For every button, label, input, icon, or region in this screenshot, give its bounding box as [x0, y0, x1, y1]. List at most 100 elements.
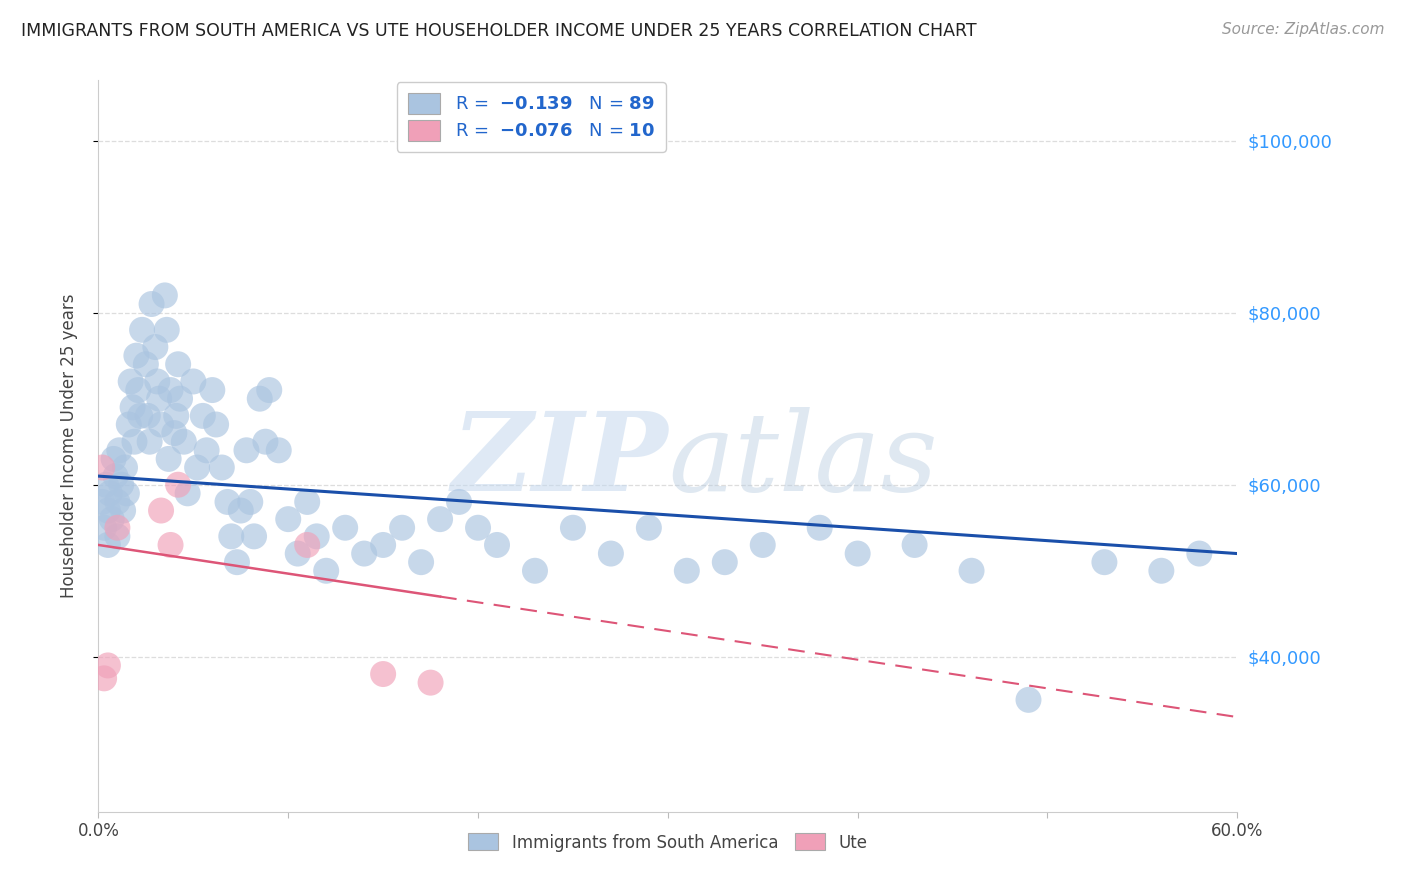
Point	[163, 426, 186, 441]
Point	[97, 503, 120, 517]
Y-axis label: Householder Income Under 25 years: Householder Income Under 25 years	[59, 293, 77, 599]
Point	[110, 477, 132, 491]
Point	[104, 469, 127, 483]
Point	[176, 486, 198, 500]
Point	[1094, 555, 1116, 569]
Point	[904, 538, 927, 552]
Point	[205, 417, 228, 432]
Point	[121, 401, 143, 415]
Text: IMMIGRANTS FROM SOUTH AMERICA VS UTE HOUSEHOLDER INCOME UNDER 25 YEARS CORRELATI: IMMIGRANTS FROM SOUTH AMERICA VS UTE HOU…	[21, 22, 977, 40]
Point	[226, 555, 249, 569]
Point	[173, 434, 195, 449]
Point	[107, 529, 129, 543]
Point	[467, 521, 489, 535]
Point	[153, 288, 176, 302]
Point	[1150, 564, 1173, 578]
Point	[808, 521, 831, 535]
Point	[150, 503, 173, 517]
Point	[846, 547, 869, 561]
Point	[960, 564, 983, 578]
Point	[524, 564, 547, 578]
Point	[150, 417, 173, 432]
Point	[136, 409, 159, 423]
Point	[600, 547, 623, 561]
Point	[145, 340, 167, 354]
Point	[259, 383, 281, 397]
Point	[114, 460, 136, 475]
Point	[169, 392, 191, 406]
Point	[449, 495, 471, 509]
Point	[195, 443, 218, 458]
Point	[167, 357, 190, 371]
Point	[297, 538, 319, 552]
Point	[221, 529, 243, 543]
Point	[562, 521, 585, 535]
Point	[159, 538, 181, 552]
Point	[297, 495, 319, 509]
Point	[91, 460, 114, 475]
Text: ZIP: ZIP	[451, 407, 668, 515]
Point	[91, 495, 114, 509]
Point	[107, 521, 129, 535]
Point	[335, 521, 357, 535]
Point	[217, 495, 239, 509]
Point	[638, 521, 661, 535]
Point	[371, 538, 394, 552]
Point	[125, 349, 148, 363]
Point	[305, 529, 328, 543]
Point	[239, 495, 262, 509]
Point	[1018, 693, 1040, 707]
Point	[353, 547, 375, 561]
Point	[138, 434, 160, 449]
Point	[108, 443, 131, 458]
Point	[267, 443, 290, 458]
Point	[107, 495, 129, 509]
Point	[146, 375, 169, 389]
Point	[156, 323, 179, 337]
Point	[131, 323, 153, 337]
Point	[287, 547, 309, 561]
Point	[93, 671, 115, 685]
Point	[243, 529, 266, 543]
Point	[135, 357, 157, 371]
Point	[129, 409, 152, 423]
Point	[752, 538, 775, 552]
Text: Source: ZipAtlas.com: Source: ZipAtlas.com	[1222, 22, 1385, 37]
Point	[167, 477, 190, 491]
Point	[211, 460, 233, 475]
Point	[112, 503, 135, 517]
Point	[371, 667, 394, 681]
Text: atlas: atlas	[668, 407, 938, 515]
Point	[429, 512, 451, 526]
Point	[159, 383, 181, 397]
Point	[186, 460, 208, 475]
Point	[115, 486, 138, 500]
Point	[315, 564, 337, 578]
Point	[97, 538, 120, 552]
Point	[411, 555, 433, 569]
Point	[714, 555, 737, 569]
Point	[157, 451, 180, 466]
Point	[391, 521, 413, 535]
Point	[254, 434, 277, 449]
Point	[94, 477, 117, 491]
Point	[124, 434, 146, 449]
Point	[191, 409, 214, 423]
Point	[419, 675, 441, 690]
Legend: Immigrants from South America, Ute: Immigrants from South America, Ute	[461, 827, 875, 858]
Point	[127, 383, 149, 397]
Point	[183, 375, 205, 389]
Point	[165, 409, 187, 423]
Point	[141, 297, 163, 311]
Point	[93, 521, 115, 535]
Point	[277, 512, 299, 526]
Point	[229, 503, 252, 517]
Point	[97, 658, 120, 673]
Point	[100, 512, 122, 526]
Point	[201, 383, 224, 397]
Point	[148, 392, 170, 406]
Point	[486, 538, 509, 552]
Point	[118, 417, 141, 432]
Point	[98, 486, 121, 500]
Point	[249, 392, 271, 406]
